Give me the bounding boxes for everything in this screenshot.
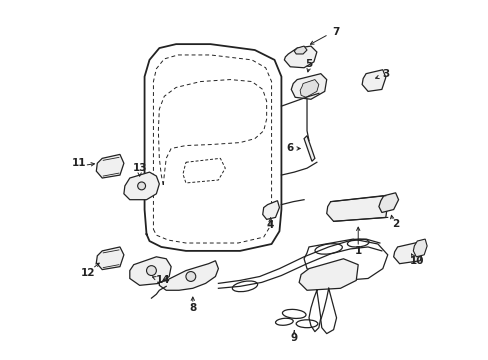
Text: 12: 12 (81, 267, 96, 278)
Polygon shape (123, 172, 159, 200)
Text: 8: 8 (189, 303, 196, 313)
Text: 1: 1 (354, 246, 361, 256)
Polygon shape (362, 70, 385, 91)
Text: 2: 2 (391, 219, 398, 229)
Polygon shape (304, 136, 314, 161)
Polygon shape (96, 154, 123, 178)
Polygon shape (378, 193, 398, 212)
Text: 9: 9 (290, 333, 297, 342)
Polygon shape (412, 239, 426, 257)
Text: 11: 11 (71, 158, 86, 168)
Circle shape (146, 266, 156, 275)
Polygon shape (393, 242, 422, 264)
Polygon shape (291, 74, 326, 99)
Circle shape (138, 182, 145, 190)
Text: 14: 14 (156, 275, 170, 285)
Polygon shape (129, 257, 171, 285)
Polygon shape (294, 46, 306, 54)
Polygon shape (299, 259, 358, 290)
Polygon shape (326, 196, 387, 221)
Text: 4: 4 (266, 220, 274, 230)
Polygon shape (284, 46, 316, 68)
Text: 10: 10 (409, 256, 424, 266)
Polygon shape (262, 201, 279, 219)
Text: 13: 13 (132, 163, 146, 173)
Polygon shape (159, 261, 218, 290)
Text: 3: 3 (382, 69, 388, 79)
Polygon shape (96, 247, 123, 270)
Text: 6: 6 (286, 144, 293, 153)
Text: 7: 7 (331, 27, 339, 37)
Text: 5: 5 (305, 59, 312, 69)
Polygon shape (300, 80, 318, 97)
Circle shape (185, 271, 195, 282)
